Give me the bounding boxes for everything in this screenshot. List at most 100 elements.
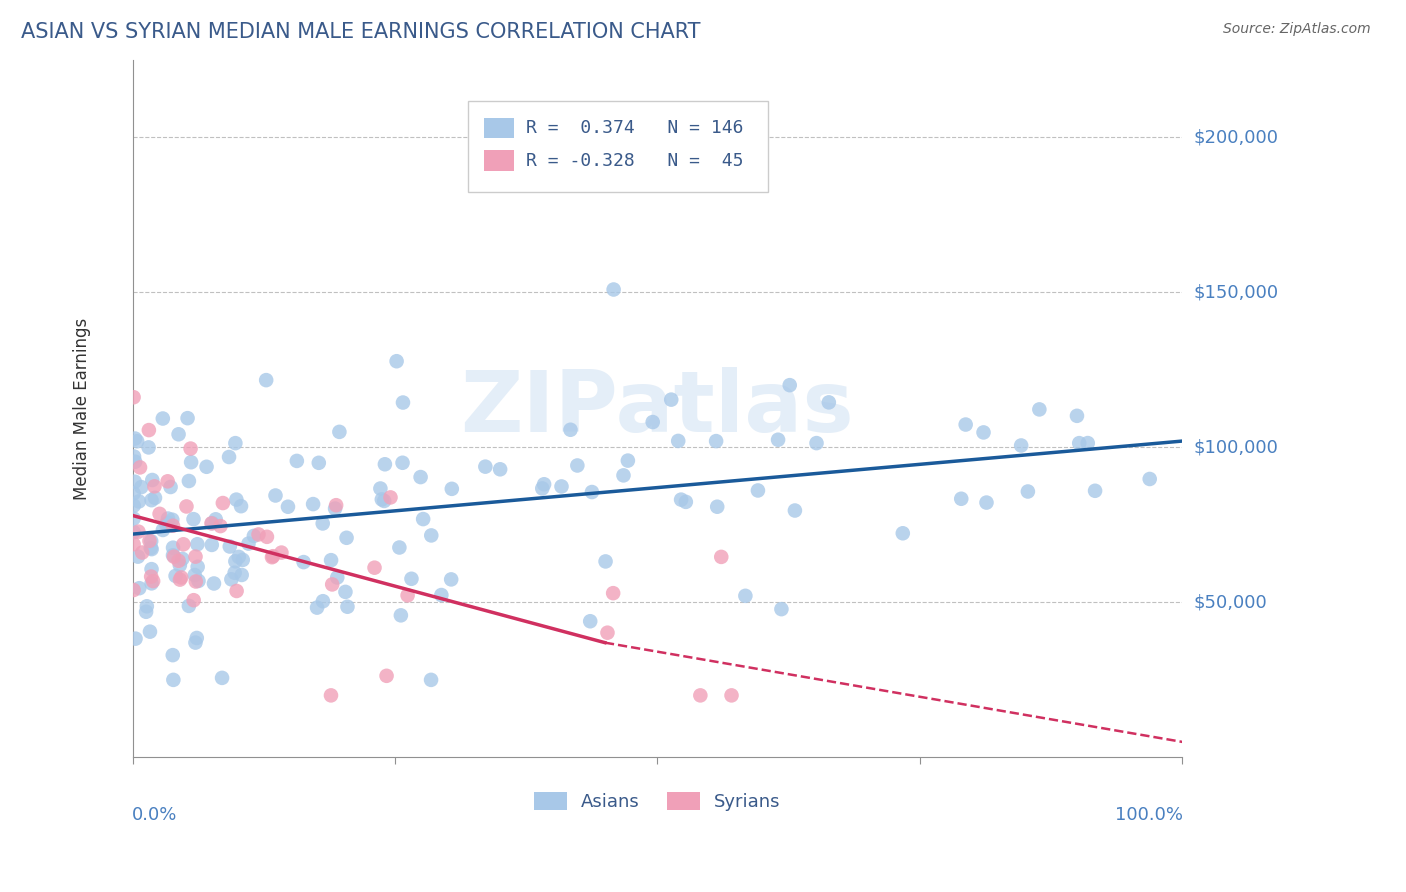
Point [162, 513, 184, 527]
Point [1139, 472, 1161, 486]
Point [122, 486, 145, 500]
Point [156, 511, 179, 525]
Point [669, 492, 692, 507]
Point [139, 541, 162, 555]
Point [170, 570, 193, 584]
Point [950, 491, 973, 506]
Point [374, 457, 396, 471]
Point [183, 512, 205, 526]
Point [162, 648, 184, 662]
Point [186, 537, 208, 551]
Point [176, 411, 198, 425]
Point [176, 500, 198, 514]
Point [162, 673, 184, 687]
Point [218, 450, 240, 464]
Point [231, 568, 253, 582]
Point [187, 559, 209, 574]
Point [141, 493, 163, 508]
Point [388, 541, 411, 555]
Point [409, 470, 432, 484]
Point [243, 529, 266, 543]
Point [162, 548, 184, 562]
Point [420, 673, 443, 687]
Point [156, 475, 179, 489]
Point [335, 585, 357, 599]
Text: $100,000: $100,000 [1194, 438, 1278, 457]
Text: 0.0%: 0.0% [132, 806, 177, 824]
Point [135, 599, 157, 614]
Point [124, 432, 146, 446]
Point [292, 555, 315, 569]
Point [596, 625, 619, 640]
Point [1077, 436, 1099, 450]
Point [152, 411, 174, 425]
Point [152, 523, 174, 537]
Point [1084, 483, 1107, 498]
Point [232, 553, 254, 567]
Point [247, 527, 270, 541]
Point [323, 501, 346, 516]
Point [155, 517, 177, 532]
Point [204, 512, 226, 526]
Point [138, 423, 160, 437]
Point [976, 495, 998, 509]
Point [489, 462, 512, 476]
Point [277, 500, 299, 514]
Point [550, 479, 572, 493]
Point [138, 533, 160, 548]
Point [531, 482, 554, 496]
Point [385, 354, 408, 368]
Point [135, 605, 157, 619]
Point [308, 456, 330, 470]
Point [641, 415, 664, 429]
Text: R = -0.328   N =  45: R = -0.328 N = 45 [526, 152, 744, 169]
Point [127, 524, 149, 539]
Point [817, 395, 839, 409]
Point [806, 436, 828, 450]
Text: Median Male Earnings: Median Male Earnings [73, 318, 91, 500]
Point [371, 492, 394, 507]
Point [312, 516, 335, 531]
Point [129, 460, 152, 475]
Point [720, 689, 742, 703]
Text: ASIAN VS SYRIAN MEDIAN MALE EARNINGS CORRELATION CHART: ASIAN VS SYRIAN MEDIAN MALE EARNINGS COR… [21, 22, 700, 42]
Point [186, 631, 208, 645]
Point [612, 468, 634, 483]
Point [177, 474, 200, 488]
Point [326, 570, 349, 584]
Point [319, 553, 342, 567]
Point [706, 500, 728, 514]
Text: $150,000: $150,000 [1194, 283, 1278, 301]
Point [380, 491, 402, 505]
Point [370, 482, 392, 496]
Point [579, 614, 602, 628]
Point [221, 572, 243, 586]
Text: $50,000: $50,000 [1194, 593, 1267, 611]
Point [129, 480, 152, 494]
Point [375, 669, 398, 683]
Point [689, 689, 711, 703]
Point [260, 550, 283, 565]
Point [401, 572, 423, 586]
Point [955, 417, 977, 432]
Point [141, 562, 163, 576]
Point [209, 519, 232, 533]
Point [321, 577, 343, 591]
Point [602, 283, 624, 297]
Point [163, 549, 186, 564]
Point [218, 540, 240, 554]
Point [1017, 484, 1039, 499]
Point [973, 425, 995, 440]
Point [373, 494, 395, 508]
Point [710, 549, 733, 564]
Point [363, 560, 385, 574]
Point [225, 492, 247, 507]
Point [440, 482, 463, 496]
Point [224, 554, 246, 568]
Point [184, 574, 207, 589]
Point [167, 427, 190, 442]
Point [177, 599, 200, 613]
Point [312, 594, 335, 608]
Point [595, 554, 617, 568]
Point [184, 549, 207, 564]
